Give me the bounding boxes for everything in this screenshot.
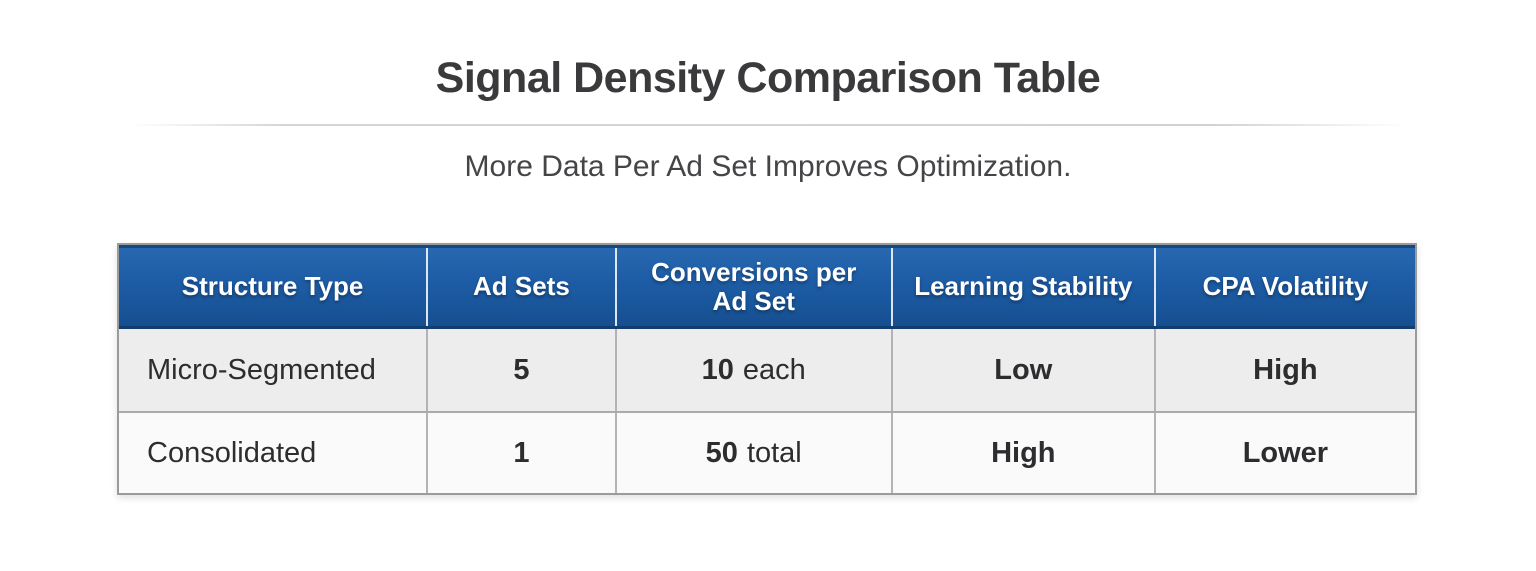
cell-structure-type: Micro-Segmented <box>147 353 376 386</box>
cell-ad-sets: 1 <box>426 413 615 493</box>
cell-cpa-volatility: High <box>1153 329 1415 411</box>
cell-structure-type: Consolidated <box>147 436 317 469</box>
header-cell-structure-type: Structure Type <box>181 271 364 302</box>
table-row-micro-segmented: Micro-Segmented 5 10 each Low High <box>119 329 1415 411</box>
cell-conversions-value: 10 <box>701 353 734 386</box>
table-header-row: Structure Type Ad Sets Conversions per A… <box>119 245 1415 329</box>
cell-conversions-value: 50 <box>705 436 738 469</box>
cell-learning-stability: Low <box>890 329 1154 411</box>
cell-conversions: 10 each <box>614 329 891 411</box>
cell-cpa-volatility: Lower <box>1153 413 1415 493</box>
cell-conversions-suffix: each <box>742 353 806 386</box>
cell-conversions-suffix: total <box>746 436 802 469</box>
cell-ad-sets: 5 <box>426 329 615 411</box>
cell-learning-stability: High <box>890 413 1154 493</box>
title-divider <box>130 124 1406 126</box>
table-row-consolidated: Consolidated 1 50 total High Lower <box>119 411 1415 493</box>
comparison-table: Structure Type Ad Sets Conversions per A… <box>117 243 1417 495</box>
header-cell-learning-stability: Learning Stability <box>890 248 1154 326</box>
cell-conversions: 50 total <box>614 413 891 493</box>
page-title: Signal Density Comparison Table <box>435 54 1101 102</box>
page-subtitle: More Data Per Ad Set Improves Optimizati… <box>464 150 1072 183</box>
header-cell-conversions-per-ad-set: Conversions per Ad Set <box>614 248 891 326</box>
header-cell-cpa-volatility: CPA Volatility <box>1153 248 1415 326</box>
header-cell-ad-sets: Ad Sets <box>426 248 615 326</box>
